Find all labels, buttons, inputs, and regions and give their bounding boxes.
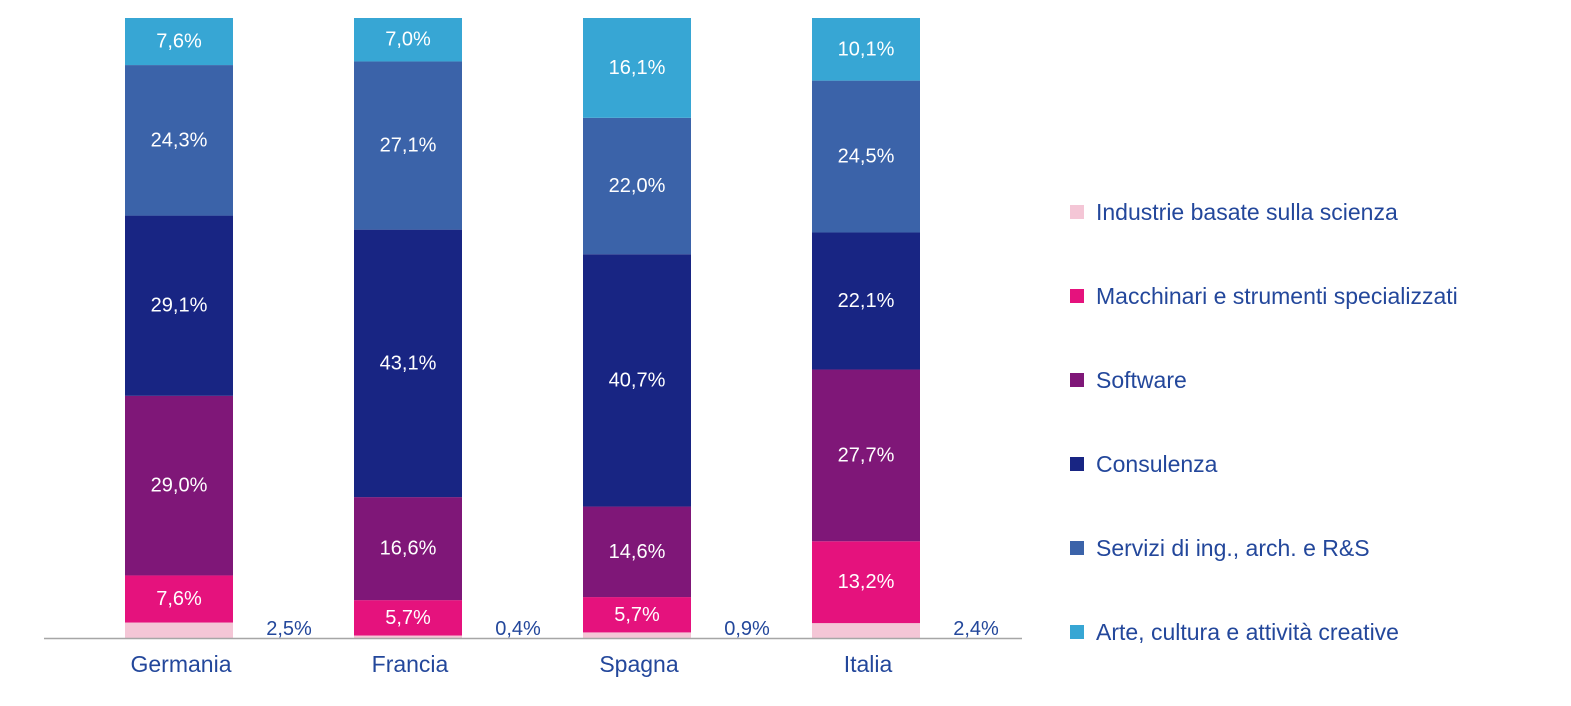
bar-segment-2-germania	[125, 395, 233, 576]
bar-segment-3-francia	[354, 229, 462, 498]
category-label-germania: Germania	[131, 651, 232, 677]
bar-segment-5-italia	[812, 18, 920, 81]
bar-segment-4-francia	[354, 61, 462, 230]
legend-swatch	[1070, 373, 1084, 387]
data-label-4-spagna: 22,0%	[609, 175, 666, 197]
legend-swatch	[1070, 625, 1084, 639]
data-label-1-germania: 7,6%	[156, 588, 202, 610]
data-label-3-italia: 22,1%	[838, 290, 895, 312]
data-label-4-francia: 27,1%	[380, 135, 437, 157]
data-label-3-germania: 29,1%	[151, 295, 208, 317]
data-label-1-spagna: 5,7%	[614, 604, 660, 626]
bar-segment-1-germania	[125, 575, 233, 623]
bar-segment-5-germania	[125, 18, 233, 66]
legend-swatch	[1070, 457, 1084, 471]
bar-segment-0-germania	[125, 622, 233, 638]
bar-segment-1-francia	[354, 600, 462, 636]
data-label-5-francia: 7,0%	[385, 29, 431, 51]
data-label-1-italia: 13,2%	[838, 571, 895, 593]
category-label-francia: Francia	[372, 651, 449, 677]
legend-swatch	[1070, 289, 1084, 303]
legend-item: Servizi di ing., arch. e R&S	[1070, 506, 1458, 590]
bar-segment-4-germania	[125, 65, 233, 216]
data-label-0-germania: 2,5%	[266, 618, 312, 640]
data-label-0-spagna: 0,9%	[724, 618, 770, 640]
legend-item: Consulenza	[1070, 422, 1458, 506]
data-label-0-francia: 0,4%	[495, 618, 541, 640]
legend-item: Macchinari e strumenti specializzati	[1070, 254, 1458, 338]
bar-segment-5-spagna	[583, 18, 691, 118]
bar-segment-3-italia	[812, 232, 920, 370]
bar-segment-2-italia	[812, 369, 920, 542]
legend-label: Software	[1096, 366, 1187, 393]
legend-label: Servizi di ing., arch. e R&S	[1096, 534, 1370, 561]
data-label-2-italia: 27,7%	[838, 444, 895, 466]
data-label-3-spagna: 40,7%	[609, 369, 666, 391]
bar-segment-2-francia	[354, 497, 462, 601]
data-label-2-francia: 16,6%	[380, 538, 437, 560]
bar-segment-3-spagna	[583, 254, 691, 507]
category-label-italia: Italia	[844, 651, 893, 677]
bar-segment-5-francia	[354, 18, 462, 62]
data-label-5-spagna: 16,1%	[609, 57, 666, 79]
legend-swatch	[1070, 205, 1084, 219]
data-label-1-francia: 5,7%	[385, 607, 431, 629]
legend-item: Arte, cultura e attività creative	[1070, 590, 1458, 674]
legend: Industrie basate sulla scienza Macchinari…	[1070, 170, 1458, 674]
bar-segment-4-italia	[812, 80, 920, 233]
bars-group: 2,5% 7,6% 29,0% 29,1% 24,3% 7,6% 0,4% 5,7% 16,6%…	[125, 18, 999, 640]
bar-segment-0-spagna	[583, 632, 691, 638]
bar-segment-1-italia	[812, 541, 920, 624]
legend-label: Macchinari e strumenti specializzati	[1096, 282, 1458, 309]
bar-segment-3-germania	[125, 215, 233, 396]
data-label-2-spagna: 14,6%	[609, 541, 666, 563]
legend-label: Consulenza	[1096, 450, 1218, 477]
bar-segment-1-spagna	[583, 597, 691, 633]
data-label-4-germania: 24,3%	[151, 129, 208, 151]
bar-segment-0-italia	[812, 623, 920, 638]
data-label-0-italia: 2,4%	[953, 618, 999, 640]
legend-item: Industrie basate sulla scienza	[1070, 170, 1458, 254]
data-label-5-italia: 10,1%	[838, 38, 895, 60]
data-label-2-germania: 29,0%	[151, 475, 208, 497]
data-label-5-germania: 7,6%	[156, 31, 202, 53]
legend-label: Industrie basate sulla scienza	[1096, 198, 1398, 225]
bar-segment-2-spagna	[583, 506, 691, 598]
legend-item: Software	[1070, 338, 1458, 422]
data-label-3-francia: 43,1%	[380, 352, 437, 374]
category-label-spagna: Spagna	[599, 651, 679, 677]
bar-segment-0-francia	[354, 635, 462, 638]
data-label-4-italia: 24,5%	[838, 146, 895, 168]
legend-label: Arte, cultura e attività creative	[1096, 618, 1399, 645]
legend-swatch	[1070, 541, 1084, 555]
category-labels: Germania Francia Spagna Italia	[131, 651, 893, 677]
bar-segment-4-spagna	[583, 117, 691, 255]
